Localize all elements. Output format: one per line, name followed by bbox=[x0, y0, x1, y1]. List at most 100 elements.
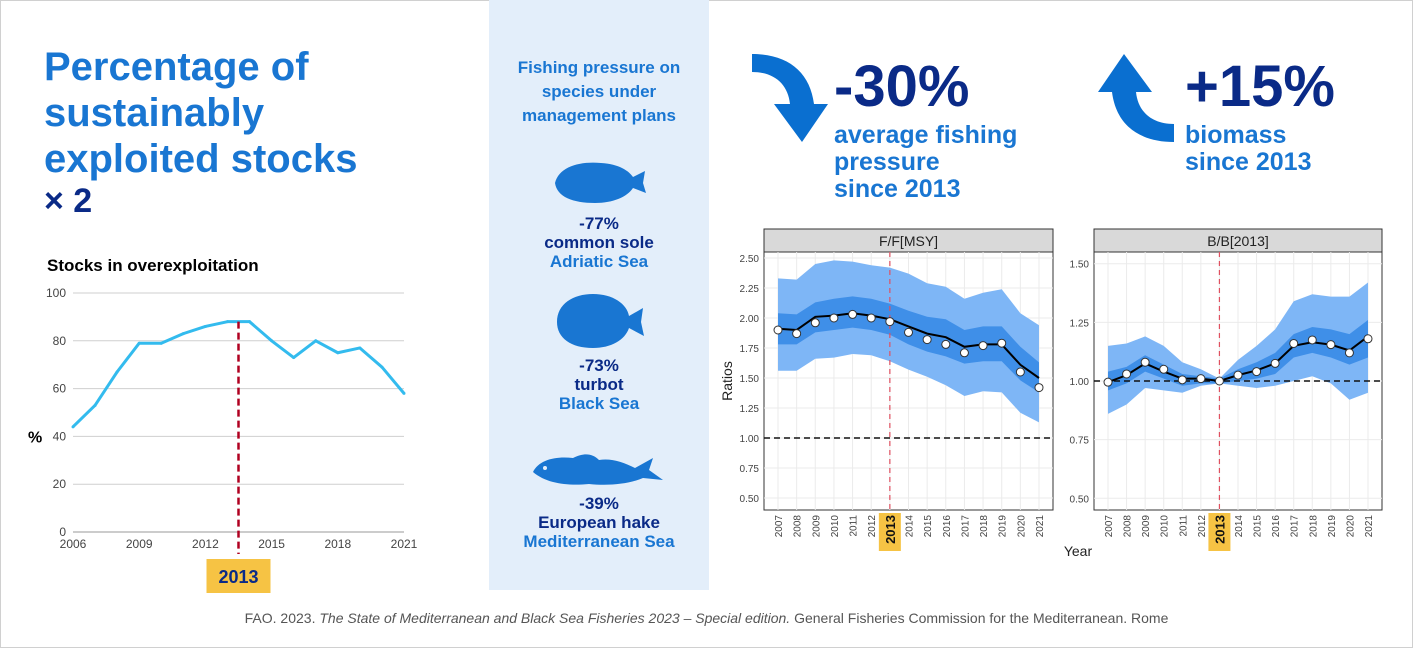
x-tick-label: 2021 bbox=[1364, 515, 1375, 538]
data-point bbox=[1252, 367, 1262, 377]
y-axis-title: Ratios bbox=[719, 361, 735, 401]
y-tick-label: 1.25 bbox=[740, 404, 760, 415]
data-point bbox=[1140, 357, 1150, 367]
y-tick-label: 2.25 bbox=[740, 284, 760, 295]
citation-title: The State of Mediterranean and Black Sea… bbox=[319, 610, 791, 626]
y-axis-label: % bbox=[28, 429, 42, 446]
x-tick-label: 2012 bbox=[192, 537, 219, 551]
data-point bbox=[1270, 358, 1280, 368]
data-point bbox=[997, 338, 1007, 348]
x-tick-label: 2016 bbox=[1271, 515, 1282, 538]
x-tick-label: 2012 bbox=[867, 515, 878, 538]
data-point bbox=[1196, 374, 1206, 384]
species-sole-name: common sole bbox=[544, 233, 654, 252]
y-tick-label: 1.50 bbox=[1070, 260, 1090, 271]
x-tick-label: 2008 bbox=[793, 515, 804, 538]
data-point bbox=[773, 325, 783, 335]
data-point bbox=[248, 320, 252, 324]
data-point bbox=[159, 341, 163, 345]
arrow-up-icon bbox=[1098, 54, 1174, 142]
data-point bbox=[1233, 370, 1243, 380]
data-point bbox=[1034, 383, 1044, 393]
x-tick-label: 2015 bbox=[258, 537, 285, 551]
y-tick-label: 0 bbox=[59, 525, 66, 539]
pressure-line2: pressure bbox=[834, 148, 940, 176]
source-citation: FAO. 2023. The State of Mediterranean an… bbox=[0, 610, 1413, 626]
y-tick-label: 2.50 bbox=[740, 254, 760, 265]
x-tick-label: 2006 bbox=[60, 537, 87, 551]
biomass-line1: biomass bbox=[1185, 121, 1287, 149]
x-tick-label: 2011 bbox=[1178, 515, 1189, 537]
y-tick-label: 1.50 bbox=[740, 374, 760, 385]
data-point bbox=[829, 313, 839, 323]
x-tick-label: 2008 bbox=[1123, 515, 1134, 538]
data-point bbox=[115, 370, 119, 374]
data-point bbox=[137, 341, 141, 345]
data-point bbox=[314, 339, 318, 343]
management-panel: Fishing pressure on species under manage… bbox=[489, 0, 709, 590]
data-point bbox=[380, 365, 384, 369]
x-tick-label: 2021 bbox=[1035, 515, 1046, 538]
arrow-down-icon bbox=[752, 54, 828, 142]
biomass-caption: biomass since 2013 bbox=[1185, 122, 1312, 176]
y-tick-label: 0.50 bbox=[740, 494, 760, 505]
sole-fish-icon bbox=[555, 162, 646, 203]
data-point bbox=[848, 309, 858, 319]
data-point bbox=[792, 329, 802, 339]
x-tick-label: 2014 bbox=[905, 515, 916, 538]
x-tick-label: 2020 bbox=[1016, 515, 1027, 538]
data-point bbox=[1289, 338, 1299, 348]
species-hake-name: European hake bbox=[538, 513, 660, 532]
y-tick-label: 2.00 bbox=[740, 314, 760, 325]
y-tick-label: 80 bbox=[53, 334, 67, 348]
pressure-caption: average fishing pressure since 2013 bbox=[834, 122, 1017, 203]
x-tick-label: 2007 bbox=[1104, 515, 1115, 538]
y-tick-label: 1.00 bbox=[1070, 377, 1090, 388]
y-tick-label: 20 bbox=[53, 477, 67, 491]
series-line bbox=[71, 320, 406, 428]
species-hake-sea: Mediterranean Sea bbox=[523, 532, 675, 551]
y-tick-label: 60 bbox=[53, 382, 67, 396]
x-tick-label: 2009 bbox=[811, 515, 822, 538]
marker-label-box bbox=[206, 559, 271, 593]
data-point bbox=[1103, 377, 1113, 387]
y-tick-label: 1.25 bbox=[1070, 318, 1090, 329]
x-tick-label: 2018 bbox=[979, 515, 990, 538]
species-sole-sea: Adriatic Sea bbox=[549, 252, 649, 271]
x-tick-label: 2015 bbox=[1253, 515, 1264, 538]
x-tick-label: 2012 bbox=[1197, 515, 1208, 538]
data-point bbox=[922, 335, 932, 345]
biomass-value: +15% bbox=[1185, 54, 1335, 119]
species-turbot: -73% turbot Black Sea bbox=[489, 356, 709, 413]
x-tick-label: 2015 bbox=[923, 515, 934, 538]
band-inner-b2013 bbox=[1108, 320, 1368, 391]
data-point bbox=[904, 327, 913, 337]
headline-multiplier: × 2 bbox=[44, 182, 93, 220]
x-tick-label: 2021 bbox=[391, 537, 418, 551]
y-tick-label: 0.75 bbox=[740, 464, 760, 475]
x-tick-label: 2010 bbox=[830, 515, 841, 538]
y-tick-label: 1.75 bbox=[740, 344, 760, 355]
marker-label-2013: 2013 bbox=[218, 567, 258, 587]
y-tick-label: 40 bbox=[53, 429, 67, 443]
x-tick-label: 2016 bbox=[942, 515, 953, 538]
x-tick-label: 2013 bbox=[883, 515, 898, 544]
x-tick-highlight bbox=[1208, 513, 1231, 551]
data-point bbox=[93, 403, 97, 407]
data-point bbox=[358, 346, 362, 350]
hake-fish-icon bbox=[533, 454, 663, 485]
data-point bbox=[1363, 334, 1373, 344]
panel-title-b2013: B/B[2013] bbox=[1207, 233, 1269, 249]
y-tick-label: 1.00 bbox=[740, 434, 760, 445]
ratios-panel-chart: Ratios Year F/F[MSY] 0.50 0.75 1.00 1.25 1.50 1.… bbox=[719, 228, 1383, 559]
species-hake-pct: -39% bbox=[579, 494, 619, 513]
data-point bbox=[978, 341, 988, 351]
x-tick-label: 2018 bbox=[324, 537, 351, 551]
x-tick-label: 2010 bbox=[1160, 515, 1171, 538]
data-point bbox=[866, 313, 876, 323]
x-tick-label: 2007 bbox=[774, 515, 785, 538]
x-tick-label: 2009 bbox=[1141, 515, 1152, 538]
data-point bbox=[1177, 375, 1187, 385]
data-point bbox=[270, 339, 274, 343]
data-point bbox=[225, 320, 229, 324]
